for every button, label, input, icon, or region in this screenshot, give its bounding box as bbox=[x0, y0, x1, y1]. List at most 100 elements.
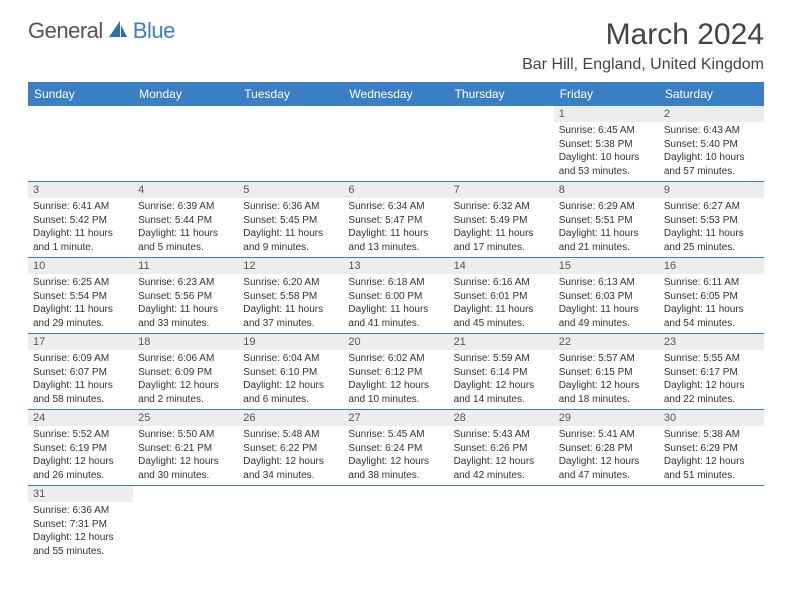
sunrise-text: Sunrise: 6:36 AM bbox=[243, 200, 338, 214]
calendar-cell: 25Sunrise: 5:50 AMSunset: 6:21 PMDayligh… bbox=[133, 410, 238, 486]
day-number: 26 bbox=[238, 410, 343, 426]
daylight-text: Daylight: 11 hours and 49 minutes. bbox=[559, 303, 654, 330]
day-number: 6 bbox=[343, 182, 448, 198]
day-details: Sunrise: 6:43 AMSunset: 5:40 PMDaylight:… bbox=[659, 122, 764, 181]
sunrise-text: Sunrise: 6:11 AM bbox=[664, 276, 759, 290]
calendar-cell: 12Sunrise: 6:20 AMSunset: 5:58 PMDayligh… bbox=[238, 258, 343, 334]
calendar-cell: 29Sunrise: 5:41 AMSunset: 6:28 PMDayligh… bbox=[554, 410, 659, 486]
sunrise-text: Sunrise: 5:50 AM bbox=[138, 428, 233, 442]
sunrise-text: Sunrise: 6:02 AM bbox=[348, 352, 443, 366]
sunrise-text: Sunrise: 6:25 AM bbox=[33, 276, 128, 290]
calendar-cell bbox=[133, 486, 238, 562]
day-number: 5 bbox=[238, 182, 343, 198]
sunset-text: Sunset: 5:53 PM bbox=[664, 214, 759, 228]
sunrise-text: Sunrise: 5:38 AM bbox=[664, 428, 759, 442]
daylight-text: Daylight: 12 hours and 26 minutes. bbox=[33, 455, 128, 482]
sunset-text: Sunset: 6:15 PM bbox=[559, 366, 654, 380]
day-number: 3 bbox=[28, 182, 133, 198]
day-number: 13 bbox=[343, 258, 448, 274]
daylight-text: Daylight: 12 hours and 55 minutes. bbox=[33, 531, 128, 558]
sunset-text: Sunset: 6:17 PM bbox=[664, 366, 759, 380]
calendar-cell: 22Sunrise: 5:57 AMSunset: 6:15 PMDayligh… bbox=[554, 334, 659, 410]
sunrise-text: Sunrise: 6:06 AM bbox=[138, 352, 233, 366]
sunset-text: Sunset: 5:56 PM bbox=[138, 290, 233, 304]
calendar-week-row: 1Sunrise: 6:45 AMSunset: 5:38 PMDaylight… bbox=[28, 106, 764, 182]
day-details: Sunrise: 6:23 AMSunset: 5:56 PMDaylight:… bbox=[133, 274, 238, 333]
calendar-cell: 5Sunrise: 6:36 AMSunset: 5:45 PMDaylight… bbox=[238, 182, 343, 258]
calendar-cell: 27Sunrise: 5:45 AMSunset: 6:24 PMDayligh… bbox=[343, 410, 448, 486]
day-number: 28 bbox=[449, 410, 554, 426]
sunset-text: Sunset: 6:29 PM bbox=[664, 442, 759, 456]
sunset-text: Sunset: 6:14 PM bbox=[454, 366, 549, 380]
weekday-header: Friday bbox=[554, 82, 659, 106]
weekday-header: Thursday bbox=[449, 82, 554, 106]
sunrise-text: Sunrise: 6:32 AM bbox=[454, 200, 549, 214]
sunrise-text: Sunrise: 6:34 AM bbox=[348, 200, 443, 214]
logo-text-general: General bbox=[28, 18, 103, 44]
sunset-text: Sunset: 6:07 PM bbox=[33, 366, 128, 380]
daylight-text: Daylight: 11 hours and 21 minutes. bbox=[559, 227, 654, 254]
day-number: 14 bbox=[449, 258, 554, 274]
calendar-cell: 9Sunrise: 6:27 AMSunset: 5:53 PMDaylight… bbox=[659, 182, 764, 258]
day-number: 9 bbox=[659, 182, 764, 198]
sail-icon bbox=[107, 19, 129, 44]
daylight-text: Daylight: 12 hours and 18 minutes. bbox=[559, 379, 654, 406]
sunrise-text: Sunrise: 6:36 AM bbox=[33, 504, 128, 518]
daylight-text: Daylight: 12 hours and 38 minutes. bbox=[348, 455, 443, 482]
calendar-cell: 4Sunrise: 6:39 AMSunset: 5:44 PMDaylight… bbox=[133, 182, 238, 258]
calendar-cell: 20Sunrise: 6:02 AMSunset: 6:12 PMDayligh… bbox=[343, 334, 448, 410]
daylight-text: Daylight: 12 hours and 47 minutes. bbox=[559, 455, 654, 482]
day-details: Sunrise: 5:55 AMSunset: 6:17 PMDaylight:… bbox=[659, 350, 764, 409]
sunset-text: Sunset: 5:45 PM bbox=[243, 214, 338, 228]
day-details: Sunrise: 5:59 AMSunset: 6:14 PMDaylight:… bbox=[449, 350, 554, 409]
weekday-header: Tuesday bbox=[238, 82, 343, 106]
sunset-text: Sunset: 5:51 PM bbox=[559, 214, 654, 228]
day-details: Sunrise: 5:45 AMSunset: 6:24 PMDaylight:… bbox=[343, 426, 448, 485]
daylight-text: Daylight: 11 hours and 45 minutes. bbox=[454, 303, 549, 330]
sunset-text: Sunset: 6:09 PM bbox=[138, 366, 233, 380]
sunset-text: Sunset: 6:19 PM bbox=[33, 442, 128, 456]
sunset-text: Sunset: 5:44 PM bbox=[138, 214, 233, 228]
day-details: Sunrise: 5:57 AMSunset: 6:15 PMDaylight:… bbox=[554, 350, 659, 409]
daylight-text: Daylight: 11 hours and 58 minutes. bbox=[33, 379, 128, 406]
logo: General Blue bbox=[28, 18, 175, 44]
calendar-cell bbox=[449, 486, 554, 562]
sunrise-text: Sunrise: 6:29 AM bbox=[559, 200, 654, 214]
sunset-text: Sunset: 5:54 PM bbox=[33, 290, 128, 304]
sunrise-text: Sunrise: 5:55 AM bbox=[664, 352, 759, 366]
day-details: Sunrise: 6:45 AMSunset: 5:38 PMDaylight:… bbox=[554, 122, 659, 181]
day-number: 24 bbox=[28, 410, 133, 426]
calendar-cell: 24Sunrise: 5:52 AMSunset: 6:19 PMDayligh… bbox=[28, 410, 133, 486]
calendar-week-row: 24Sunrise: 5:52 AMSunset: 6:19 PMDayligh… bbox=[28, 410, 764, 486]
calendar-cell bbox=[343, 106, 448, 182]
day-details: Sunrise: 6:06 AMSunset: 6:09 PMDaylight:… bbox=[133, 350, 238, 409]
sunset-text: Sunset: 5:58 PM bbox=[243, 290, 338, 304]
weekday-header-row: Sunday Monday Tuesday Wednesday Thursday… bbox=[28, 82, 764, 106]
day-number: 16 bbox=[659, 258, 764, 274]
calendar-cell: 18Sunrise: 6:06 AMSunset: 6:09 PMDayligh… bbox=[133, 334, 238, 410]
calendar-cell: 16Sunrise: 6:11 AMSunset: 6:05 PMDayligh… bbox=[659, 258, 764, 334]
sunset-text: Sunset: 6:26 PM bbox=[454, 442, 549, 456]
sunset-text: Sunset: 6:03 PM bbox=[559, 290, 654, 304]
day-number: 18 bbox=[133, 334, 238, 350]
calendar-cell bbox=[554, 486, 659, 562]
day-number: 15 bbox=[554, 258, 659, 274]
daylight-text: Daylight: 11 hours and 54 minutes. bbox=[664, 303, 759, 330]
daylight-text: Daylight: 11 hours and 9 minutes. bbox=[243, 227, 338, 254]
calendar-week-row: 17Sunrise: 6:09 AMSunset: 6:07 PMDayligh… bbox=[28, 334, 764, 410]
daylight-text: Daylight: 12 hours and 6 minutes. bbox=[243, 379, 338, 406]
calendar-cell: 13Sunrise: 6:18 AMSunset: 6:00 PMDayligh… bbox=[343, 258, 448, 334]
daylight-text: Daylight: 12 hours and 14 minutes. bbox=[454, 379, 549, 406]
day-number: 20 bbox=[343, 334, 448, 350]
day-details: Sunrise: 6:36 AMSunset: 5:45 PMDaylight:… bbox=[238, 198, 343, 257]
calendar-cell: 6Sunrise: 6:34 AMSunset: 5:47 PMDaylight… bbox=[343, 182, 448, 258]
day-number: 7 bbox=[449, 182, 554, 198]
sunrise-text: Sunrise: 6:09 AM bbox=[33, 352, 128, 366]
daylight-text: Daylight: 11 hours and 37 minutes. bbox=[243, 303, 338, 330]
day-details: Sunrise: 6:27 AMSunset: 5:53 PMDaylight:… bbox=[659, 198, 764, 257]
sunset-text: Sunset: 6:12 PM bbox=[348, 366, 443, 380]
sunrise-text: Sunrise: 6:45 AM bbox=[559, 124, 654, 138]
daylight-text: Daylight: 12 hours and 22 minutes. bbox=[664, 379, 759, 406]
daylight-text: Daylight: 10 hours and 57 minutes. bbox=[664, 151, 759, 178]
daylight-text: Daylight: 12 hours and 2 minutes. bbox=[138, 379, 233, 406]
